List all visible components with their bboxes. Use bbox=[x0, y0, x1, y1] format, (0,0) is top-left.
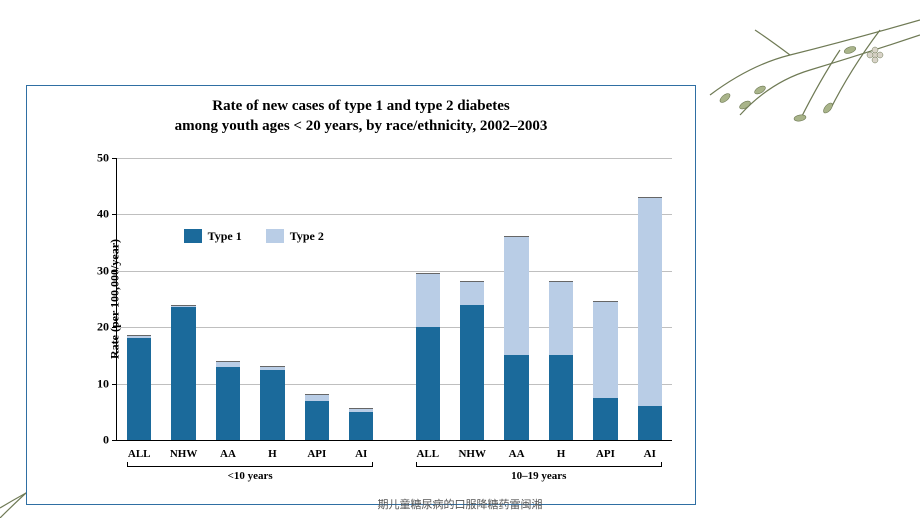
x-tick-label: ALL bbox=[416, 448, 439, 460]
grid-line bbox=[117, 384, 672, 385]
legend-swatch bbox=[266, 229, 284, 243]
y-tick-label: 10 bbox=[59, 376, 109, 391]
bar-segment-type2 bbox=[349, 408, 373, 412]
bar-segment-type2 bbox=[171, 305, 195, 308]
bar-segment-type2 bbox=[460, 281, 484, 305]
y-tick-label: 20 bbox=[59, 320, 109, 335]
bar-segment-type2 bbox=[638, 197, 662, 407]
bar-segment-type2 bbox=[216, 361, 240, 367]
footer-text: 期儿童糖尿病的口服降糖药雷闽湘 bbox=[0, 496, 920, 512]
y-tick-mark bbox=[112, 158, 117, 159]
bar-segment-type1 bbox=[504, 355, 528, 440]
y-tick-label: 50 bbox=[59, 151, 109, 166]
bar bbox=[171, 306, 195, 440]
grid-line bbox=[117, 158, 672, 159]
x-tick-label: API bbox=[596, 448, 615, 460]
bar-segment-type1 bbox=[216, 367, 240, 440]
x-tick-label: API bbox=[307, 448, 326, 460]
bar bbox=[504, 237, 528, 440]
bar-segment-type1 bbox=[638, 406, 662, 440]
x-tick-label: NHW bbox=[458, 448, 486, 460]
legend: Type 1 Type 2 bbox=[184, 229, 324, 244]
x-tick-label: H bbox=[557, 448, 566, 460]
legend-item: Type 1 bbox=[184, 229, 242, 244]
y-tick-label: 0 bbox=[59, 433, 109, 448]
bar bbox=[549, 282, 573, 440]
x-tick-label: NHW bbox=[170, 448, 198, 460]
bar-segment-type2 bbox=[416, 273, 440, 328]
chart-inner: Rate of new cases of type 1 and type 2 d… bbox=[27, 86, 695, 504]
x-tick-label: ALL bbox=[128, 448, 151, 460]
y-tick-mark bbox=[112, 440, 117, 441]
bar bbox=[416, 274, 440, 440]
chart-title: Rate of new cases of type 1 and type 2 d… bbox=[27, 96, 695, 137]
y-tick-mark bbox=[112, 271, 117, 272]
plot-area: Rate (per 100,000/year) 01020304050ALLNH… bbox=[117, 158, 672, 440]
x-tick-label: AI bbox=[355, 448, 367, 460]
legend-item: Type 2 bbox=[266, 229, 324, 244]
bar-segment-type1 bbox=[305, 401, 329, 440]
bar bbox=[349, 409, 373, 440]
bar bbox=[638, 197, 662, 440]
x-tick-label: H bbox=[268, 448, 277, 460]
bar-segment-type1 bbox=[260, 370, 284, 441]
x-tick-label: AI bbox=[644, 448, 656, 460]
bar-segment-type1 bbox=[460, 305, 484, 440]
bar-segment-type1 bbox=[171, 307, 195, 440]
bar-segment-type2 bbox=[549, 281, 573, 355]
group-bracket bbox=[416, 466, 662, 467]
bar-segment-type1 bbox=[349, 412, 373, 440]
slide-root: Rate of new cases of type 1 and type 2 d… bbox=[0, 0, 920, 518]
y-tick-label: 30 bbox=[59, 263, 109, 278]
bar bbox=[260, 367, 284, 440]
bar-segment-type1 bbox=[549, 355, 573, 440]
legend-swatch bbox=[184, 229, 202, 243]
legend-label: Type 1 bbox=[208, 229, 242, 244]
group-bracket bbox=[127, 466, 373, 467]
bar-segment-type2 bbox=[260, 366, 284, 370]
bar bbox=[593, 302, 617, 440]
y-tick-label: 40 bbox=[59, 207, 109, 222]
bar-segment-type1 bbox=[416, 327, 440, 440]
y-tick-mark bbox=[112, 327, 117, 328]
bar-segment-type1 bbox=[127, 338, 151, 440]
chart-title-line1: Rate of new cases of type 1 and type 2 d… bbox=[27, 96, 695, 116]
legend-label: Type 2 bbox=[290, 229, 324, 244]
chart-frame: Rate of new cases of type 1 and type 2 d… bbox=[26, 85, 696, 505]
branch-decoration-top bbox=[700, 0, 920, 170]
x-tick-label: AA bbox=[220, 448, 236, 460]
x-axis-line bbox=[117, 440, 672, 441]
bar-segment-type2 bbox=[305, 394, 329, 401]
x-tick-label: AA bbox=[509, 448, 525, 460]
bar-segment-type1 bbox=[593, 398, 617, 440]
bar bbox=[460, 282, 484, 440]
bar-segment-type2 bbox=[593, 301, 617, 398]
y-tick-mark bbox=[112, 214, 117, 215]
y-axis-line bbox=[116, 158, 117, 440]
group-label: <10 years bbox=[228, 470, 273, 482]
bar bbox=[305, 395, 329, 440]
y-tick-mark bbox=[112, 384, 117, 385]
group-label: 10–19 years bbox=[511, 470, 566, 482]
bar bbox=[216, 362, 240, 440]
bar bbox=[127, 336, 151, 440]
grid-line bbox=[117, 271, 672, 272]
grid-line bbox=[117, 327, 672, 328]
bar-segment-type2 bbox=[504, 236, 528, 355]
bar-segment-type2 bbox=[127, 335, 151, 339]
chart-title-line2: among youth ages < 20 years, by race/eth… bbox=[27, 116, 695, 136]
grid-line bbox=[117, 214, 672, 215]
